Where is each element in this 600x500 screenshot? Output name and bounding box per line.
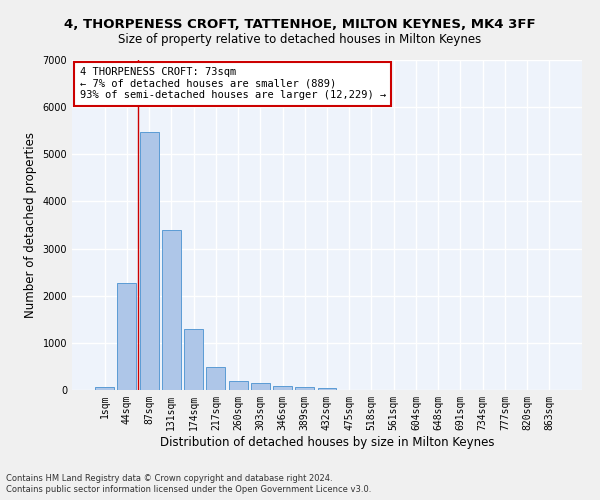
Text: 4, THORPENESS CROFT, TATTENHOE, MILTON KEYNES, MK4 3FF: 4, THORPENESS CROFT, TATTENHOE, MILTON K… bbox=[64, 18, 536, 30]
Bar bbox=[118, 282, 136, 390]
Bar bbox=[184, 329, 203, 390]
Bar bbox=[295, 387, 314, 390]
X-axis label: Distribution of detached houses by size in Milton Keynes: Distribution of detached houses by size … bbox=[160, 436, 494, 448]
Bar bbox=[95, 387, 114, 390]
Text: Contains public sector information licensed under the Open Government Licence v3: Contains public sector information licen… bbox=[6, 486, 371, 494]
Bar bbox=[229, 381, 248, 390]
Text: Contains HM Land Registry data © Crown copyright and database right 2024.: Contains HM Land Registry data © Crown c… bbox=[6, 474, 332, 483]
Bar bbox=[273, 386, 292, 390]
Bar bbox=[162, 230, 181, 390]
Text: Size of property relative to detached houses in Milton Keynes: Size of property relative to detached ho… bbox=[118, 32, 482, 46]
Bar bbox=[317, 388, 337, 390]
Bar bbox=[251, 382, 270, 390]
Bar bbox=[140, 132, 158, 390]
Text: 4 THORPENESS CROFT: 73sqm
← 7% of detached houses are smaller (889)
93% of semi-: 4 THORPENESS CROFT: 73sqm ← 7% of detach… bbox=[80, 68, 386, 100]
Bar bbox=[206, 367, 225, 390]
Y-axis label: Number of detached properties: Number of detached properties bbox=[24, 132, 37, 318]
